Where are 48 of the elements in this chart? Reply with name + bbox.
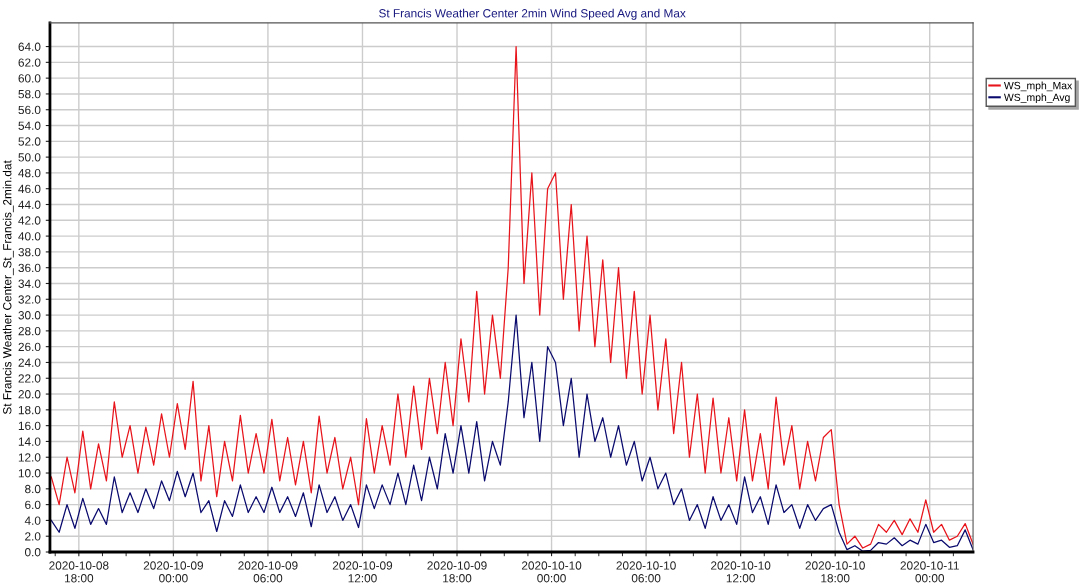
x-tick-label: 2020-10-09 06:00 xyxy=(238,561,298,583)
x-tick-label: 2020-10-10 06:00 xyxy=(616,561,676,583)
y-tick-label: 4.0 xyxy=(24,516,41,525)
y-tick-label: 22.0 xyxy=(18,374,41,383)
y-tick-label: 54.0 xyxy=(18,121,41,130)
x-tick-label: 2020-10-09 18:00 xyxy=(427,561,487,583)
y-tick-label: 8.0 xyxy=(25,484,41,494)
y-tick-label: 44.0 xyxy=(18,200,41,209)
y-tick-label: 60.0 xyxy=(18,74,41,83)
chart-title: St Francis Weather Center 2min Wind Speed Avg and Max xyxy=(379,8,686,20)
x-tick-label: 2020-10-08 18:00 xyxy=(49,561,109,583)
y-tick-label: 6.0 xyxy=(25,500,41,510)
x-tick-label: 2020-10-09 12:00 xyxy=(332,561,393,583)
y-axis-title: St Francis Weather Center_St_Francis_2min.dat xyxy=(2,160,14,415)
y-tick-label: 32.0 xyxy=(18,295,41,304)
y-tick-label: 26.0 xyxy=(18,342,41,352)
y-tick-label: 12.0 xyxy=(18,453,41,462)
y-tick-label: 48.0 xyxy=(18,168,41,178)
y-tick-label: 64.0 xyxy=(18,42,41,51)
x-tick-label: 2020-10-09 00:00 xyxy=(143,561,204,583)
y-tick-label: 52.0 xyxy=(18,137,41,146)
y-tick-label: 30.0 xyxy=(18,311,41,320)
legend-label: WS_mph_Avg xyxy=(1003,93,1070,104)
y-tick-label: 20.0 xyxy=(18,390,41,399)
y-tick-label: 50.0 xyxy=(18,153,41,162)
y-tick-label: 16.0 xyxy=(18,421,41,431)
y-tick-label: 62.0 xyxy=(18,58,41,67)
y-tick-label: 0.0 xyxy=(24,548,41,557)
y-tick-label: 42.0 xyxy=(18,216,41,225)
y-tick-label: 36.0 xyxy=(18,263,41,273)
y-tick-label: 24.0 xyxy=(18,358,41,367)
y-tick-label: 2.0 xyxy=(25,532,41,541)
legend-label: WS_mph_Max xyxy=(1003,81,1073,92)
y-tick-label: 18.0 xyxy=(18,405,41,415)
y-tick-label: 10.0 xyxy=(18,469,41,478)
y-tick-label: 58.0 xyxy=(18,89,41,99)
y-tick-label: 56.0 xyxy=(18,105,41,115)
y-tick-label: 14.0 xyxy=(18,437,41,446)
x-tick-label: 2020-10-10 18:00 xyxy=(805,561,865,583)
y-tick-label: 34.0 xyxy=(18,279,41,288)
x-tick-label: 2020-10-11 00:00 xyxy=(900,561,959,583)
y-tick-label: 28.0 xyxy=(18,326,41,336)
x-tick-label: 2020-10-10 12:00 xyxy=(711,561,771,583)
y-tick-label: 46.0 xyxy=(18,184,41,194)
y-tick-label: 40.0 xyxy=(18,232,41,241)
line-series xyxy=(50,45,974,549)
x-tick-label: 2020-10-10 00:00 xyxy=(521,561,582,583)
y-tick-label: 38.0 xyxy=(18,247,41,257)
